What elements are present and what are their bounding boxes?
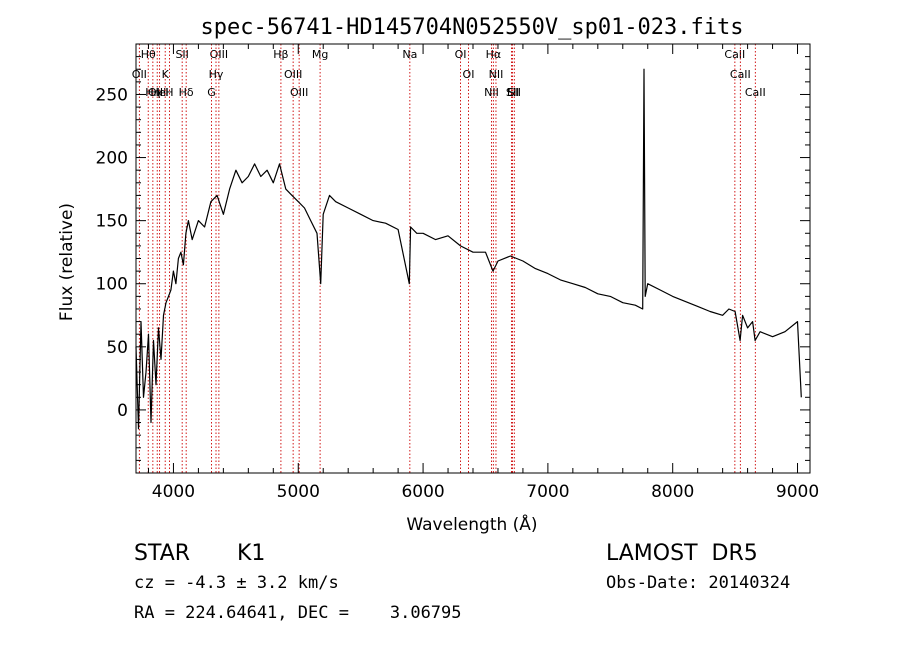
line-marker-label-9: OIII — [210, 48, 228, 61]
line-marker-label-13: OIII — [284, 68, 302, 81]
ra-dec-readout: RA = 224.64641, DEC = 3.06795 — [134, 603, 462, 623]
line-marker-label-15: Mg — [312, 48, 328, 61]
spectrum-line-0 — [135, 68, 802, 430]
line-marker-label-19: Hα — [486, 48, 502, 61]
line-marker-label-18: OI — [463, 68, 475, 81]
line-marker-label-12: Hβ — [273, 48, 288, 61]
line-marker-label-6: H — [165, 86, 173, 99]
line-marker-label-22: SII — [506, 86, 519, 99]
line-marker-label-4: Hη — [145, 86, 160, 99]
chart-title: spec-56741-HD145704N052550V_sp01-023.fit… — [200, 15, 743, 40]
line-marker-label-3: HeI — [150, 86, 168, 99]
line-marker-label-25: CaII — [724, 48, 745, 61]
velocity-readout: cz = -4.3 ± 3.2 km/s — [134, 573, 339, 593]
line-marker-label-14: OIII — [290, 86, 308, 99]
line-marker-label-0: Hθ — [141, 48, 156, 61]
x-tick-label-2: 6000 — [401, 482, 444, 502]
y-tick-label-4: 200 — [96, 149, 128, 169]
line-marker-label-2: OIII — [148, 86, 166, 99]
y-tick-label-1: 50 — [106, 338, 128, 358]
line-marker-label-10: Hγ — [209, 68, 224, 81]
line-marker-label-17: OI — [455, 48, 467, 61]
y-tick-label-5: 250 — [96, 85, 128, 105]
plot-frame — [135, 43, 811, 474]
x-tick-label-3: 7000 — [526, 482, 569, 502]
y-tick-label-2: 100 — [96, 275, 128, 295]
x-tick-label-4: 8000 — [651, 482, 694, 502]
x-tick-label-5: 9000 — [776, 482, 819, 502]
y-axis-label: Flux (relative) — [57, 203, 77, 321]
line-marker-label-16: Na — [402, 48, 417, 61]
y-tick-label-3: 150 — [96, 212, 128, 232]
line-marker-label-26: CaII — [730, 68, 751, 81]
x-tick-label-0: 4000 — [152, 482, 195, 502]
line-marker-label-27: CaII — [745, 86, 766, 99]
line-marker-label-1: OII — [132, 68, 147, 81]
x-tick-label-1: 5000 — [277, 482, 320, 502]
line-marker-label-23: Li — [507, 86, 516, 99]
obs-date-label: Obs-Date: 20140324 — [606, 573, 791, 593]
line-marker-label-7: SII — [175, 48, 188, 61]
x-axis-label: Wavelength (Å) — [406, 513, 537, 535]
star-class-label: STAR — [134, 541, 191, 566]
line-marker-label-24: SII — [508, 86, 521, 99]
survey-label: LAMOST DR5 — [606, 541, 758, 566]
line-marker-label-21: NII — [489, 68, 504, 81]
line-marker-label-20: NII — [484, 86, 499, 99]
line-marker-label-11: G — [207, 86, 216, 99]
star-subclass-label: K1 — [237, 541, 266, 566]
line-marker-label-8: Hδ — [179, 86, 194, 99]
y-tick-label-0: 0 — [117, 401, 128, 421]
line-marker-label-5: K — [162, 68, 170, 81]
